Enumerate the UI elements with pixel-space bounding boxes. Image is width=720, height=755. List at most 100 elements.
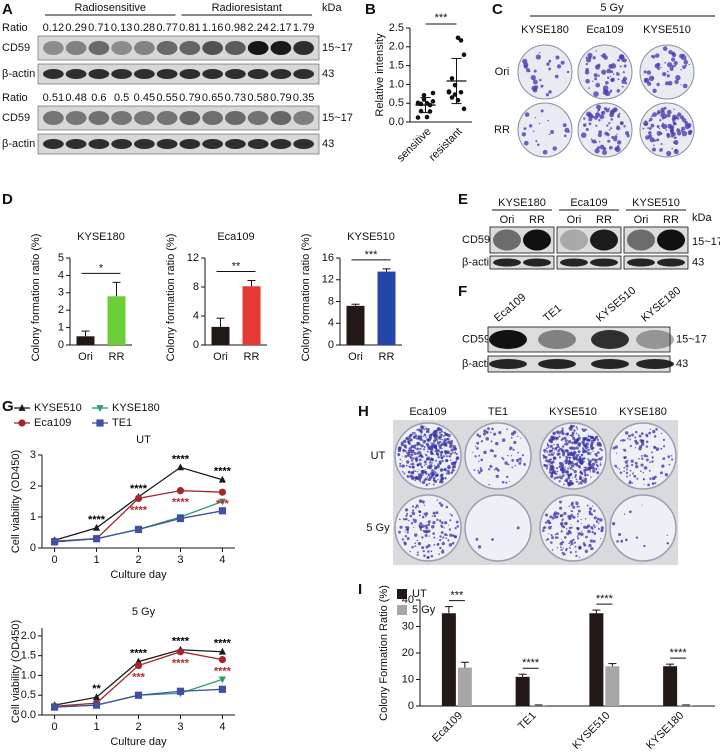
colony [592, 450, 594, 452]
colony [561, 540, 565, 544]
colony [573, 541, 576, 544]
colony [623, 470, 625, 472]
colony [423, 428, 426, 431]
colony [578, 460, 583, 464]
band [179, 41, 201, 55]
significance: * [99, 262, 104, 274]
y-tick-label: 0 [30, 542, 36, 554]
colony [425, 436, 427, 438]
colony [548, 463, 551, 465]
significance: **** [130, 483, 148, 495]
band-name: β-actin [2, 138, 35, 150]
colony [548, 59, 552, 63]
colony [513, 440, 517, 445]
colony [438, 501, 442, 505]
colony [590, 441, 593, 444]
colony [427, 431, 430, 433]
colony [552, 431, 556, 436]
band [627, 229, 655, 251]
colony [660, 142, 663, 146]
colony [550, 525, 553, 527]
colony [579, 471, 582, 474]
colony [449, 513, 452, 515]
y-tick-label: 8 [193, 281, 199, 293]
colony [525, 68, 531, 73]
colony [595, 124, 598, 127]
colony [434, 459, 438, 462]
colony [559, 500, 563, 504]
colony [562, 547, 565, 549]
band [88, 139, 110, 149]
colony [666, 74, 670, 78]
colony [567, 130, 570, 133]
colony [436, 441, 440, 445]
colony [443, 527, 445, 529]
colony [407, 440, 410, 444]
colony [601, 55, 604, 58]
colony [575, 432, 578, 435]
y-tick-label: 4 [328, 317, 334, 329]
colony [413, 452, 417, 456]
point [449, 76, 455, 81]
colony [550, 467, 555, 471]
colony [454, 451, 457, 453]
colony [433, 536, 436, 539]
band [489, 359, 527, 369]
colony [424, 514, 428, 517]
colony [417, 428, 419, 430]
colony [431, 446, 433, 449]
colony [523, 463, 527, 466]
colony [551, 445, 553, 447]
colony [662, 438, 666, 441]
colony [424, 470, 427, 473]
colony [482, 432, 487, 436]
colony [592, 139, 597, 144]
colony [547, 119, 549, 122]
colony [431, 474, 435, 478]
column-label: Eca109 [409, 406, 446, 418]
bar [346, 305, 365, 345]
significance: **** [130, 504, 148, 516]
colony [673, 64, 677, 68]
colony [556, 512, 560, 516]
colony [517, 435, 519, 438]
colony [539, 51, 541, 54]
significance: **** [214, 666, 232, 678]
colony [559, 475, 563, 480]
colony [558, 433, 560, 435]
colony [622, 71, 625, 74]
legend-marker [18, 419, 26, 427]
colony [427, 520, 431, 524]
colony [662, 113, 668, 119]
colony [598, 130, 603, 134]
colony [659, 132, 663, 135]
colony [595, 82, 601, 88]
colony [445, 533, 448, 536]
colony [562, 123, 567, 128]
colony [452, 543, 454, 545]
y-axis-label: Colony Formation Ratio (%) [378, 585, 390, 721]
colony [553, 457, 556, 460]
colony [405, 451, 408, 454]
band [156, 41, 178, 55]
colony [587, 474, 590, 477]
point [430, 90, 436, 96]
colony [406, 528, 410, 532]
colony [590, 476, 592, 479]
plate [464, 494, 532, 562]
colony [554, 74, 559, 79]
colony [596, 441, 601, 446]
colony [541, 529, 545, 532]
colony [644, 78, 648, 82]
colony [430, 447, 432, 450]
colony [583, 473, 587, 477]
colony [567, 476, 571, 480]
x-tick-label: 2 [135, 721, 141, 733]
colony [599, 447, 602, 451]
colony [436, 427, 440, 432]
colony [623, 456, 625, 458]
colony [491, 538, 494, 541]
colony [621, 439, 625, 442]
colony [417, 473, 422, 477]
band [523, 258, 551, 267]
